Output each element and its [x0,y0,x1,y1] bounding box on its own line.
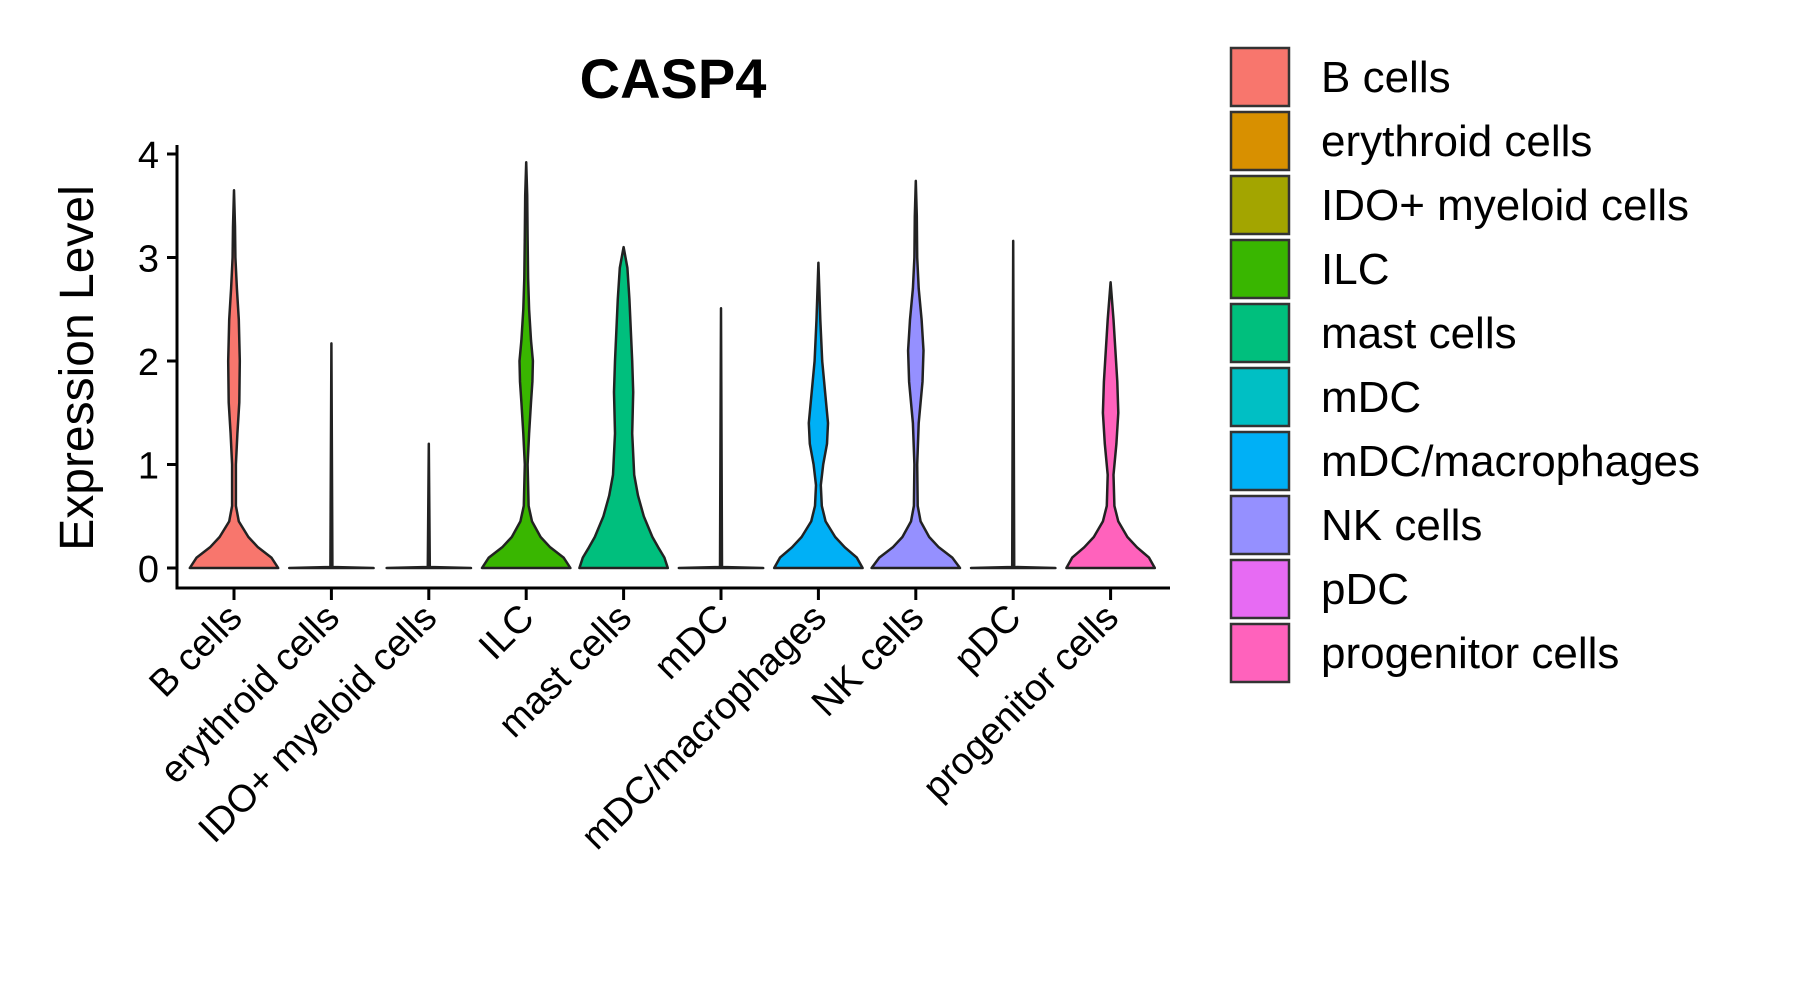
x-tick-label: ILC [471,597,543,669]
legend-swatch-mdc-macrophages [1229,430,1291,492]
legend-swatch-ilc [1229,238,1291,300]
violin-ilc [480,161,572,570]
y-tick-label: 2 [138,342,159,384]
violin-ido-myeloid-cells [385,442,473,570]
legend: B cells erythroid cells IDO+ myeloid cells… [1229,46,1700,684]
y-tick-label: 0 [138,549,159,591]
legend-label-progenitor-cells: progenitor cells [1321,629,1619,678]
legend-label-b-cells: B cells [1321,53,1451,102]
y-tick-label: 4 [138,135,159,177]
legend-label-mdc: mDC [1321,373,1421,422]
violin-pdc [969,239,1057,570]
violin-progenitor-cells [1065,281,1157,570]
legend-swatch-ido-myeloid-cells [1229,174,1291,236]
legend-swatch-nk-cells [1229,494,1291,556]
legend-swatch-progenitor-cells [1229,622,1291,684]
legend-label-mdc-macrophages: mDC/macrophages [1321,437,1700,486]
legend-label-ilc: ILC [1321,245,1389,294]
legend-swatch-erythroid-cells [1229,110,1291,172]
x-tick-label: mDC [646,597,737,688]
violins-group [188,161,1157,570]
legend-swatch-mast-cells [1229,302,1291,364]
violin-mast-cells [578,245,670,570]
chart-title: CASP4 [580,47,767,110]
axes-group: 0 1 2 3 4 [138,135,1170,591]
legend-label-nk-cells: NK cells [1321,501,1482,550]
y-tick-label: 1 [138,446,159,488]
legend-label-mast-cells: mast cells [1321,309,1517,358]
legend-swatch-b-cells [1229,46,1291,108]
legend-label-ido-myeloid-cells: IDO+ myeloid cells [1321,181,1689,230]
legend-label-erythroid-cells: erythroid cells [1321,117,1592,166]
violin-mdc-macrophages [772,261,864,570]
x-tick-label: pDC [946,597,1029,680]
violin-mdc [677,306,765,570]
legend-swatch-pdc [1229,558,1291,620]
violin-b-cells [188,188,280,570]
violin-erythroid-cells [287,342,375,570]
violin-nk-cells [870,179,962,570]
legend-swatch-mdc [1229,366,1291,428]
y-tick-label: 3 [138,239,159,281]
legend-label-pdc: pDC [1321,565,1409,614]
y-axis-label: Expression Level [51,185,104,551]
